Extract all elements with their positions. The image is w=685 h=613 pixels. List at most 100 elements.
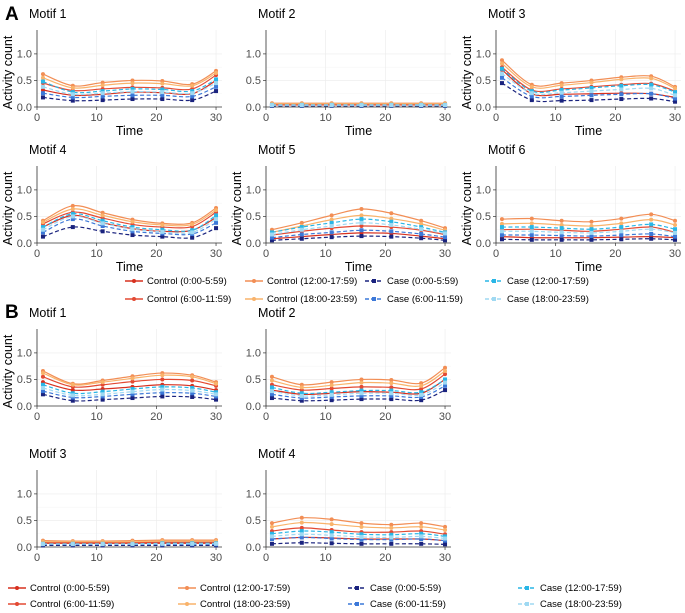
legend-item: Case (0:00-5:59) [365, 276, 458, 287]
data-point [329, 530, 334, 535]
series-line [501, 219, 676, 227]
data-point [70, 203, 75, 208]
data-point [619, 225, 624, 230]
series-case-12-00-17-59- [269, 529, 448, 539]
data-point [389, 541, 394, 546]
x-tick-label: 20 [150, 552, 162, 564]
legend-item: Control (0:00-5:59) [8, 583, 110, 594]
panel-title: Motif 6 [488, 143, 526, 157]
data-point [419, 394, 424, 399]
data-point [40, 374, 45, 379]
series-case-18-00-23-59- [269, 220, 448, 237]
data-point [359, 521, 364, 526]
legend-label: Control (12:00-17:59) [267, 276, 357, 287]
legend-swatch-marker [185, 586, 189, 590]
data-point [443, 380, 448, 385]
data-point [673, 218, 678, 223]
panel-title: Motif 2 [258, 7, 296, 21]
data-point [190, 394, 195, 399]
data-point [269, 235, 274, 240]
data-point [499, 71, 504, 76]
data-point [329, 213, 334, 218]
series-line [501, 82, 676, 103]
data-point [70, 217, 75, 222]
x-tick-label: 10 [320, 248, 332, 260]
y-tick-label: 1.0 [246, 348, 261, 360]
series-case-12-00-17-59- [40, 211, 219, 233]
x-tick-label: 30 [210, 112, 222, 124]
data-point [589, 93, 594, 98]
data-point [269, 389, 274, 394]
data-point [70, 207, 75, 212]
panel-title: Motif 5 [258, 143, 296, 157]
data-point [673, 99, 678, 104]
data-point [214, 217, 219, 222]
data-point [589, 237, 594, 242]
data-point [214, 81, 219, 86]
data-point [100, 91, 105, 96]
data-point [299, 393, 304, 398]
data-point [160, 541, 165, 546]
data-point [389, 103, 394, 108]
y-tick-label: 0.0 [246, 238, 261, 250]
legend-item: Case (6:00-11:59) [365, 294, 463, 305]
series-case-18-00-23-59- [499, 227, 678, 235]
x-axis-label: Time [575, 260, 602, 274]
data-point [389, 234, 394, 239]
series-line [271, 527, 446, 535]
data-point [299, 227, 304, 232]
series-control-18-00-23-59- [499, 217, 678, 229]
data-point [419, 383, 424, 388]
data-point [214, 77, 219, 82]
data-point [130, 392, 135, 397]
series-case-18-00-23-59- [269, 380, 448, 398]
legend-swatch-marker [355, 586, 359, 590]
data-point [190, 228, 195, 233]
data-point [190, 222, 195, 227]
x-tick-label: 10 [91, 411, 103, 423]
legend-swatch-marker [492, 297, 496, 301]
data-point [649, 217, 654, 222]
series-control-18-00-23-59- [40, 371, 219, 387]
data-point [559, 237, 564, 242]
series-case-0-00-5-59- [269, 388, 448, 403]
legend-item: Case (18:00-23:59) [518, 599, 622, 610]
data-point [673, 86, 678, 91]
data-point [100, 98, 105, 103]
data-point [130, 89, 135, 94]
data-point [190, 89, 195, 94]
data-point [389, 393, 394, 398]
x-axis-label: Time [116, 124, 143, 138]
data-point [40, 542, 45, 547]
data-point [529, 221, 534, 226]
series-case-12-00-17-59- [269, 377, 448, 396]
data-point [673, 93, 678, 98]
data-point [419, 221, 424, 226]
data-point [673, 90, 678, 95]
data-point [649, 222, 654, 227]
data-point [214, 213, 219, 218]
series-line [501, 238, 676, 241]
data-point [40, 382, 45, 387]
data-point [299, 520, 304, 525]
data-point [443, 365, 448, 370]
data-point [649, 82, 654, 87]
data-point [160, 384, 165, 389]
panel-a-motif-4: Motif 4 0.0 0.5 1.0 0 10 20 30 Time Activity coun… [1, 143, 222, 274]
data-point [40, 227, 45, 232]
data-point [214, 541, 219, 546]
x-tick-label: 20 [150, 112, 162, 124]
data-point [619, 237, 624, 242]
x-tick-label: 0 [493, 248, 499, 260]
data-point [214, 208, 219, 213]
data-point [499, 229, 504, 234]
data-point [673, 237, 678, 242]
data-point [214, 220, 219, 225]
series-control-12-00-17-59- [269, 515, 448, 529]
data-point [329, 386, 334, 391]
legend-item: Control (6:00-11:59) [8, 599, 114, 610]
data-point [299, 535, 304, 540]
data-point [389, 229, 394, 234]
data-point [359, 220, 364, 225]
data-point [40, 72, 45, 77]
